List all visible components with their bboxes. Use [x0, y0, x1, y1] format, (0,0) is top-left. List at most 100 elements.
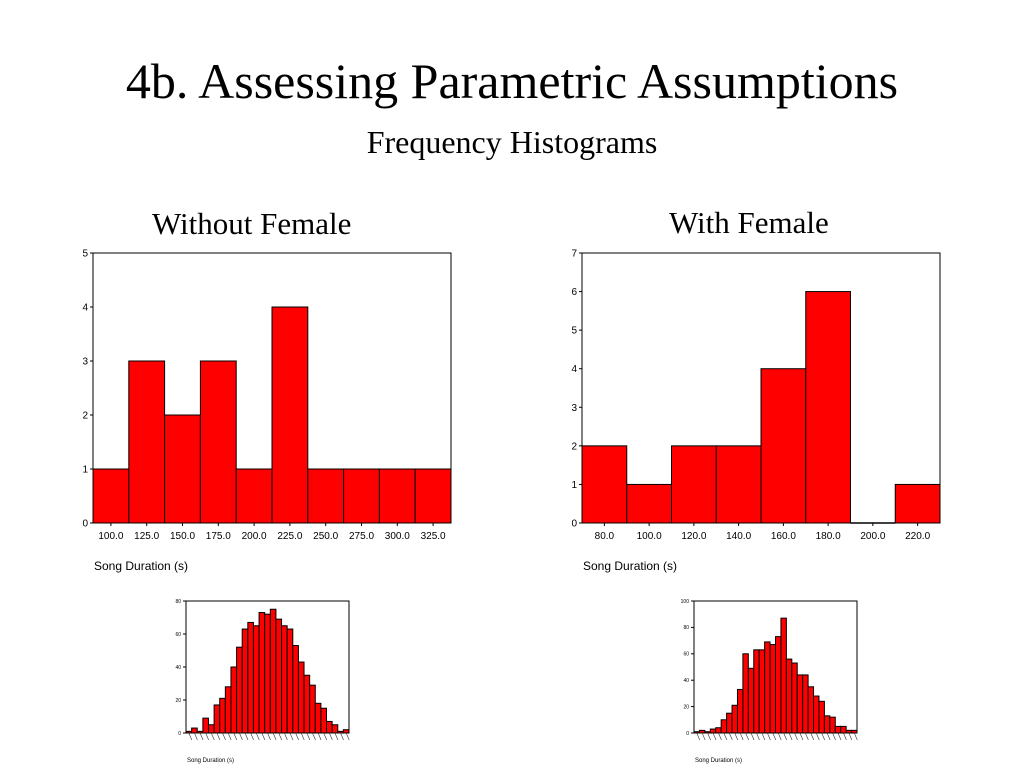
histogram-bar — [235, 468, 273, 524]
histogram-bar — [414, 468, 452, 524]
x-tick-mark — [718, 732, 722, 741]
x-tick-label: 220.0 — [905, 531, 930, 542]
x-tick-mark — [761, 732, 766, 741]
x-tick-mark — [848, 732, 853, 741]
histogram-bar — [264, 613, 271, 734]
y-tick-label: 5 — [571, 326, 577, 337]
x-axis-label: Song Duration (s) — [583, 559, 677, 573]
x-tick-mark — [345, 732, 350, 741]
histogram-bar — [185, 730, 193, 734]
histogram-bar — [805, 291, 851, 524]
histogram-bar — [269, 608, 277, 734]
histogram-bar — [331, 724, 339, 734]
x-tick-mark — [250, 732, 254, 741]
histogram-bar — [241, 628, 249, 734]
y-tick-label: 100 — [681, 599, 690, 605]
y-tick-label: 40 — [683, 678, 689, 684]
histogram-bar — [693, 731, 700, 734]
x-tick-mark — [750, 732, 755, 741]
y-tick-label: 0 — [82, 519, 88, 530]
x-tick-label: 150.0 — [170, 531, 195, 542]
x-tick-mark — [306, 732, 311, 741]
x-tick-label: 225.0 — [277, 531, 302, 542]
histogram-bar — [823, 715, 831, 734]
x-tick-mark — [810, 732, 815, 741]
x-tick-label: 140.0 — [726, 531, 751, 542]
histogram-bar — [845, 729, 853, 734]
x-tick-mark — [854, 732, 858, 741]
x-tick-label: 180.0 — [816, 531, 841, 542]
x-tick-mark — [756, 732, 760, 741]
x-tick-mark — [837, 732, 842, 741]
x-tick-label: 300.0 — [385, 531, 410, 542]
slide-subtitle: Frequency Histograms — [366, 124, 658, 160]
x-tick-label: 250.0 — [313, 531, 338, 542]
histogram-bar — [128, 360, 166, 524]
histogram-bar — [224, 686, 232, 734]
y-tick-label: 80 — [175, 599, 181, 605]
histogram-bar — [303, 674, 311, 734]
x-tick-mark — [799, 732, 804, 741]
histogram-bar — [764, 641, 771, 734]
x-tick-mark — [340, 732, 344, 741]
y-tick-label: 60 — [683, 652, 689, 658]
x-tick-label: 325.0 — [421, 531, 446, 542]
x-tick-label: 200.0 — [242, 531, 267, 542]
slide-title: 4b. Assessing Parametric Assumptions — [125, 53, 899, 109]
chart-title-with-female: With Female — [669, 205, 829, 240]
x-tick-mark — [194, 732, 198, 741]
histogram-bar — [753, 649, 760, 734]
x-tick-mark — [696, 732, 700, 741]
x-tick-mark — [312, 732, 316, 741]
chart-title-without-female: Without Female — [152, 206, 352, 241]
x-tick-mark — [788, 732, 793, 741]
histogram-bar — [709, 728, 717, 734]
histogram-bar — [343, 468, 380, 524]
x-tick-mark — [261, 732, 266, 741]
y-tick-label: 40 — [175, 665, 181, 671]
x-tick-mark — [712, 732, 717, 741]
x-tick-mark — [272, 732, 277, 741]
histogram-bar — [736, 688, 744, 734]
histogram-bar — [698, 729, 706, 734]
y-tick-label: 20 — [683, 704, 689, 710]
x-tick-mark — [734, 732, 739, 741]
histogram-bar — [840, 725, 847, 734]
x-tick-label: 275.0 — [349, 531, 374, 542]
histogram-bar — [671, 445, 717, 524]
x-axis-label: Song Duration (s) — [695, 758, 742, 764]
y-tick-label: 5 — [82, 249, 88, 260]
y-tick-label: 2 — [571, 441, 577, 452]
x-tick-mark — [284, 732, 288, 741]
y-tick-label: 20 — [175, 698, 181, 704]
x-tick-mark — [783, 732, 787, 741]
histogram-bar — [796, 674, 804, 734]
x-tick-label: 80.0 — [595, 531, 615, 542]
histogram-bar — [894, 483, 941, 524]
y-tick-label: 7 — [571, 249, 577, 260]
histogram-bar — [286, 628, 294, 734]
y-tick-label: 1 — [82, 465, 88, 476]
histogram-bar — [726, 712, 733, 734]
histogram-bar — [164, 414, 201, 524]
x-tick-mark — [216, 732, 221, 741]
x-tick-mark — [826, 732, 831, 741]
x-tick-mark — [777, 732, 782, 741]
y-tick-label: 4 — [571, 364, 577, 375]
histogram-bar — [775, 636, 782, 734]
histogram-bar — [252, 625, 260, 734]
x-tick-mark — [278, 732, 283, 741]
histogram-bar — [219, 697, 226, 734]
histogram-bar — [742, 653, 749, 734]
histogram-bar — [236, 646, 243, 734]
x-tick-mark — [815, 732, 820, 741]
histogram-bar — [378, 468, 416, 524]
x-tick-mark — [805, 732, 809, 741]
x-tick-mark — [199, 732, 204, 741]
histogram-bar — [747, 667, 755, 734]
histogram-bar — [196, 730, 204, 734]
x-tick-mark — [723, 732, 728, 741]
histogram-bar — [626, 483, 672, 524]
histogram-bar — [326, 720, 333, 734]
x-tick-mark — [222, 732, 226, 741]
